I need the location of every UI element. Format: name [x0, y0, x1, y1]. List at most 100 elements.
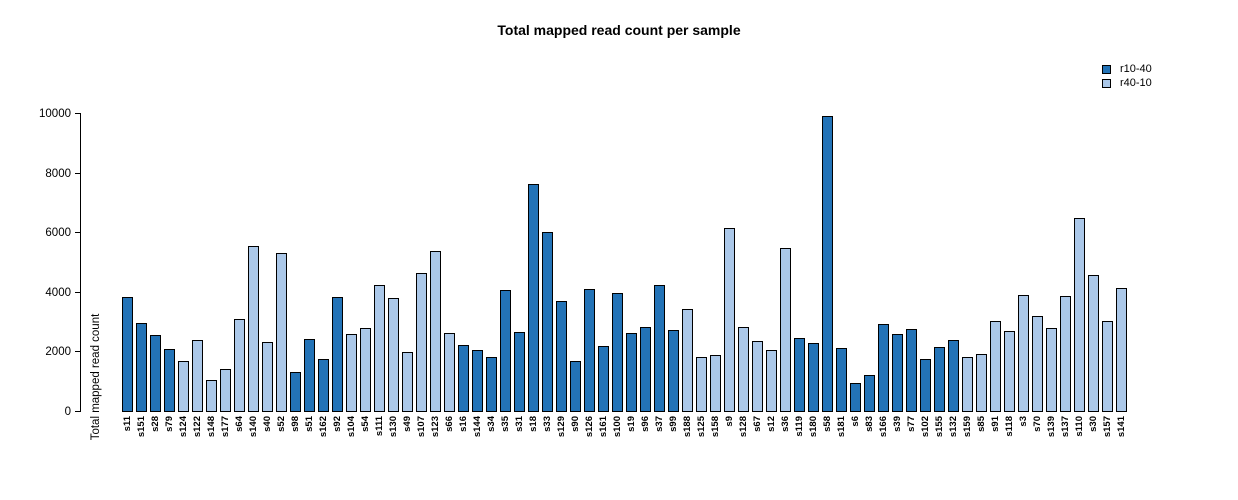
- bar-s9: [724, 228, 735, 412]
- bar-column: s58: [822, 114, 833, 432]
- bar-column: s162: [318, 114, 329, 437]
- bar-s34: [486, 357, 497, 412]
- x-tick-label: s40: [261, 416, 273, 432]
- bar-s158: [710, 355, 721, 412]
- bar-s12: [766, 350, 777, 412]
- bar-s132: [948, 340, 959, 412]
- x-tick-label: s79: [163, 416, 175, 432]
- bar-column: s99: [668, 114, 679, 432]
- bar-s161: [598, 346, 609, 412]
- x-tick-label: s161: [597, 416, 609, 438]
- bar-column: s166: [878, 114, 889, 437]
- x-tick-label: s107: [415, 416, 427, 438]
- x-tick-label: s181: [835, 416, 847, 438]
- bar-s124: [178, 361, 189, 412]
- bar-column: s158: [710, 114, 721, 437]
- y-axis-tick-label: 4000: [45, 287, 71, 299]
- bar-s67: [752, 341, 763, 412]
- bar-column: s124: [178, 114, 189, 437]
- bar-column: s49: [402, 114, 413, 432]
- x-tick-label: s128: [737, 416, 749, 438]
- y-axis-tick: [75, 173, 81, 174]
- bar-s144: [472, 350, 483, 412]
- bar-column: s36: [780, 114, 791, 432]
- bar-s137: [1060, 296, 1071, 412]
- x-tick-label: s33: [541, 416, 553, 432]
- bar-column: s100: [612, 114, 623, 437]
- bar-column: s28: [150, 114, 161, 432]
- x-tick-label: s137: [1059, 416, 1071, 438]
- bar-column: s18: [528, 114, 539, 432]
- x-tick-label: s96: [639, 416, 651, 432]
- bar-column: s92: [332, 114, 343, 432]
- x-tick-label: s151: [135, 416, 147, 438]
- x-tick-label: s28: [149, 416, 161, 432]
- bar-column: s34: [486, 114, 497, 432]
- x-tick-label: s98: [289, 416, 301, 432]
- bar-s107: [416, 273, 427, 412]
- bar-column: s70: [1032, 114, 1043, 432]
- x-tick-label: s148: [205, 416, 217, 438]
- x-tick-label: s91: [989, 416, 1001, 432]
- bar-s36: [780, 248, 791, 412]
- x-tick-label: s36: [779, 416, 791, 432]
- x-tick-label: s129: [555, 416, 567, 438]
- bar-s11: [122, 297, 133, 412]
- bar-column: s35: [500, 114, 511, 432]
- x-tick-label: s126: [583, 416, 595, 438]
- legend-swatch-icon: [1102, 64, 1111, 74]
- x-tick-label: s64: [233, 416, 245, 432]
- bar-s125: [696, 357, 707, 412]
- bar-column: s16: [458, 114, 469, 432]
- x-tick-label: s119: [793, 416, 805, 437]
- x-tick-label: s110: [1073, 416, 1085, 437]
- bar-s166: [878, 324, 889, 412]
- bar-s39: [892, 334, 903, 412]
- x-tick-label: s177: [219, 416, 231, 438]
- x-tick-label: s124: [177, 416, 189, 438]
- bar-s51: [304, 339, 315, 412]
- bar-s129: [556, 301, 567, 412]
- bar-s83: [864, 375, 875, 412]
- bar-column: s125: [696, 114, 707, 437]
- bar-column: s91: [990, 114, 1001, 432]
- bar-column: s64: [234, 114, 245, 432]
- bar-s128: [738, 327, 749, 412]
- y-axis-tick: [75, 411, 81, 412]
- x-tick-label: s122: [191, 416, 203, 438]
- x-tick-label: s39: [891, 416, 903, 432]
- x-tick-label: s16: [457, 416, 469, 432]
- bar-s19: [626, 333, 637, 412]
- bar-column: s30: [1088, 114, 1099, 432]
- bar-column: s51: [304, 114, 315, 432]
- x-tick-label: s51: [303, 416, 315, 432]
- bar-column: s37: [654, 114, 665, 432]
- y-axis-tick-label: 8000: [45, 168, 71, 180]
- bar-s104: [346, 334, 357, 412]
- bar-column: s141: [1116, 114, 1127, 437]
- x-tick-label: s158: [709, 416, 721, 438]
- bar-s155: [934, 347, 945, 412]
- bar-s159: [962, 357, 973, 412]
- bar-s102: [920, 359, 931, 412]
- x-tick-label: s125: [695, 416, 707, 438]
- bar-column: s90: [570, 114, 581, 432]
- bar-s66: [444, 333, 455, 412]
- bar-column: s126: [584, 114, 595, 437]
- y-axis-tick: [75, 232, 81, 233]
- bar-column: s155: [934, 114, 945, 437]
- bar-column: s119: [794, 114, 805, 437]
- bars-container: s11 s151 s28 s79 s124 s122 s148 s177 s64 s140 s40 s…: [122, 114, 1127, 437]
- bar-column: s52: [276, 114, 287, 432]
- bar-s130: [388, 298, 399, 412]
- bar-column: s67: [752, 114, 763, 432]
- x-tick-label: s18: [527, 416, 539, 432]
- bar-column: s118: [1004, 114, 1015, 437]
- bar-column: s140: [248, 114, 259, 437]
- x-tick-label: s99: [667, 416, 679, 432]
- x-tick-label: s35: [499, 416, 511, 432]
- bar-s177: [220, 369, 231, 412]
- x-tick-label: s180: [807, 416, 819, 438]
- bar-s79: [164, 349, 175, 412]
